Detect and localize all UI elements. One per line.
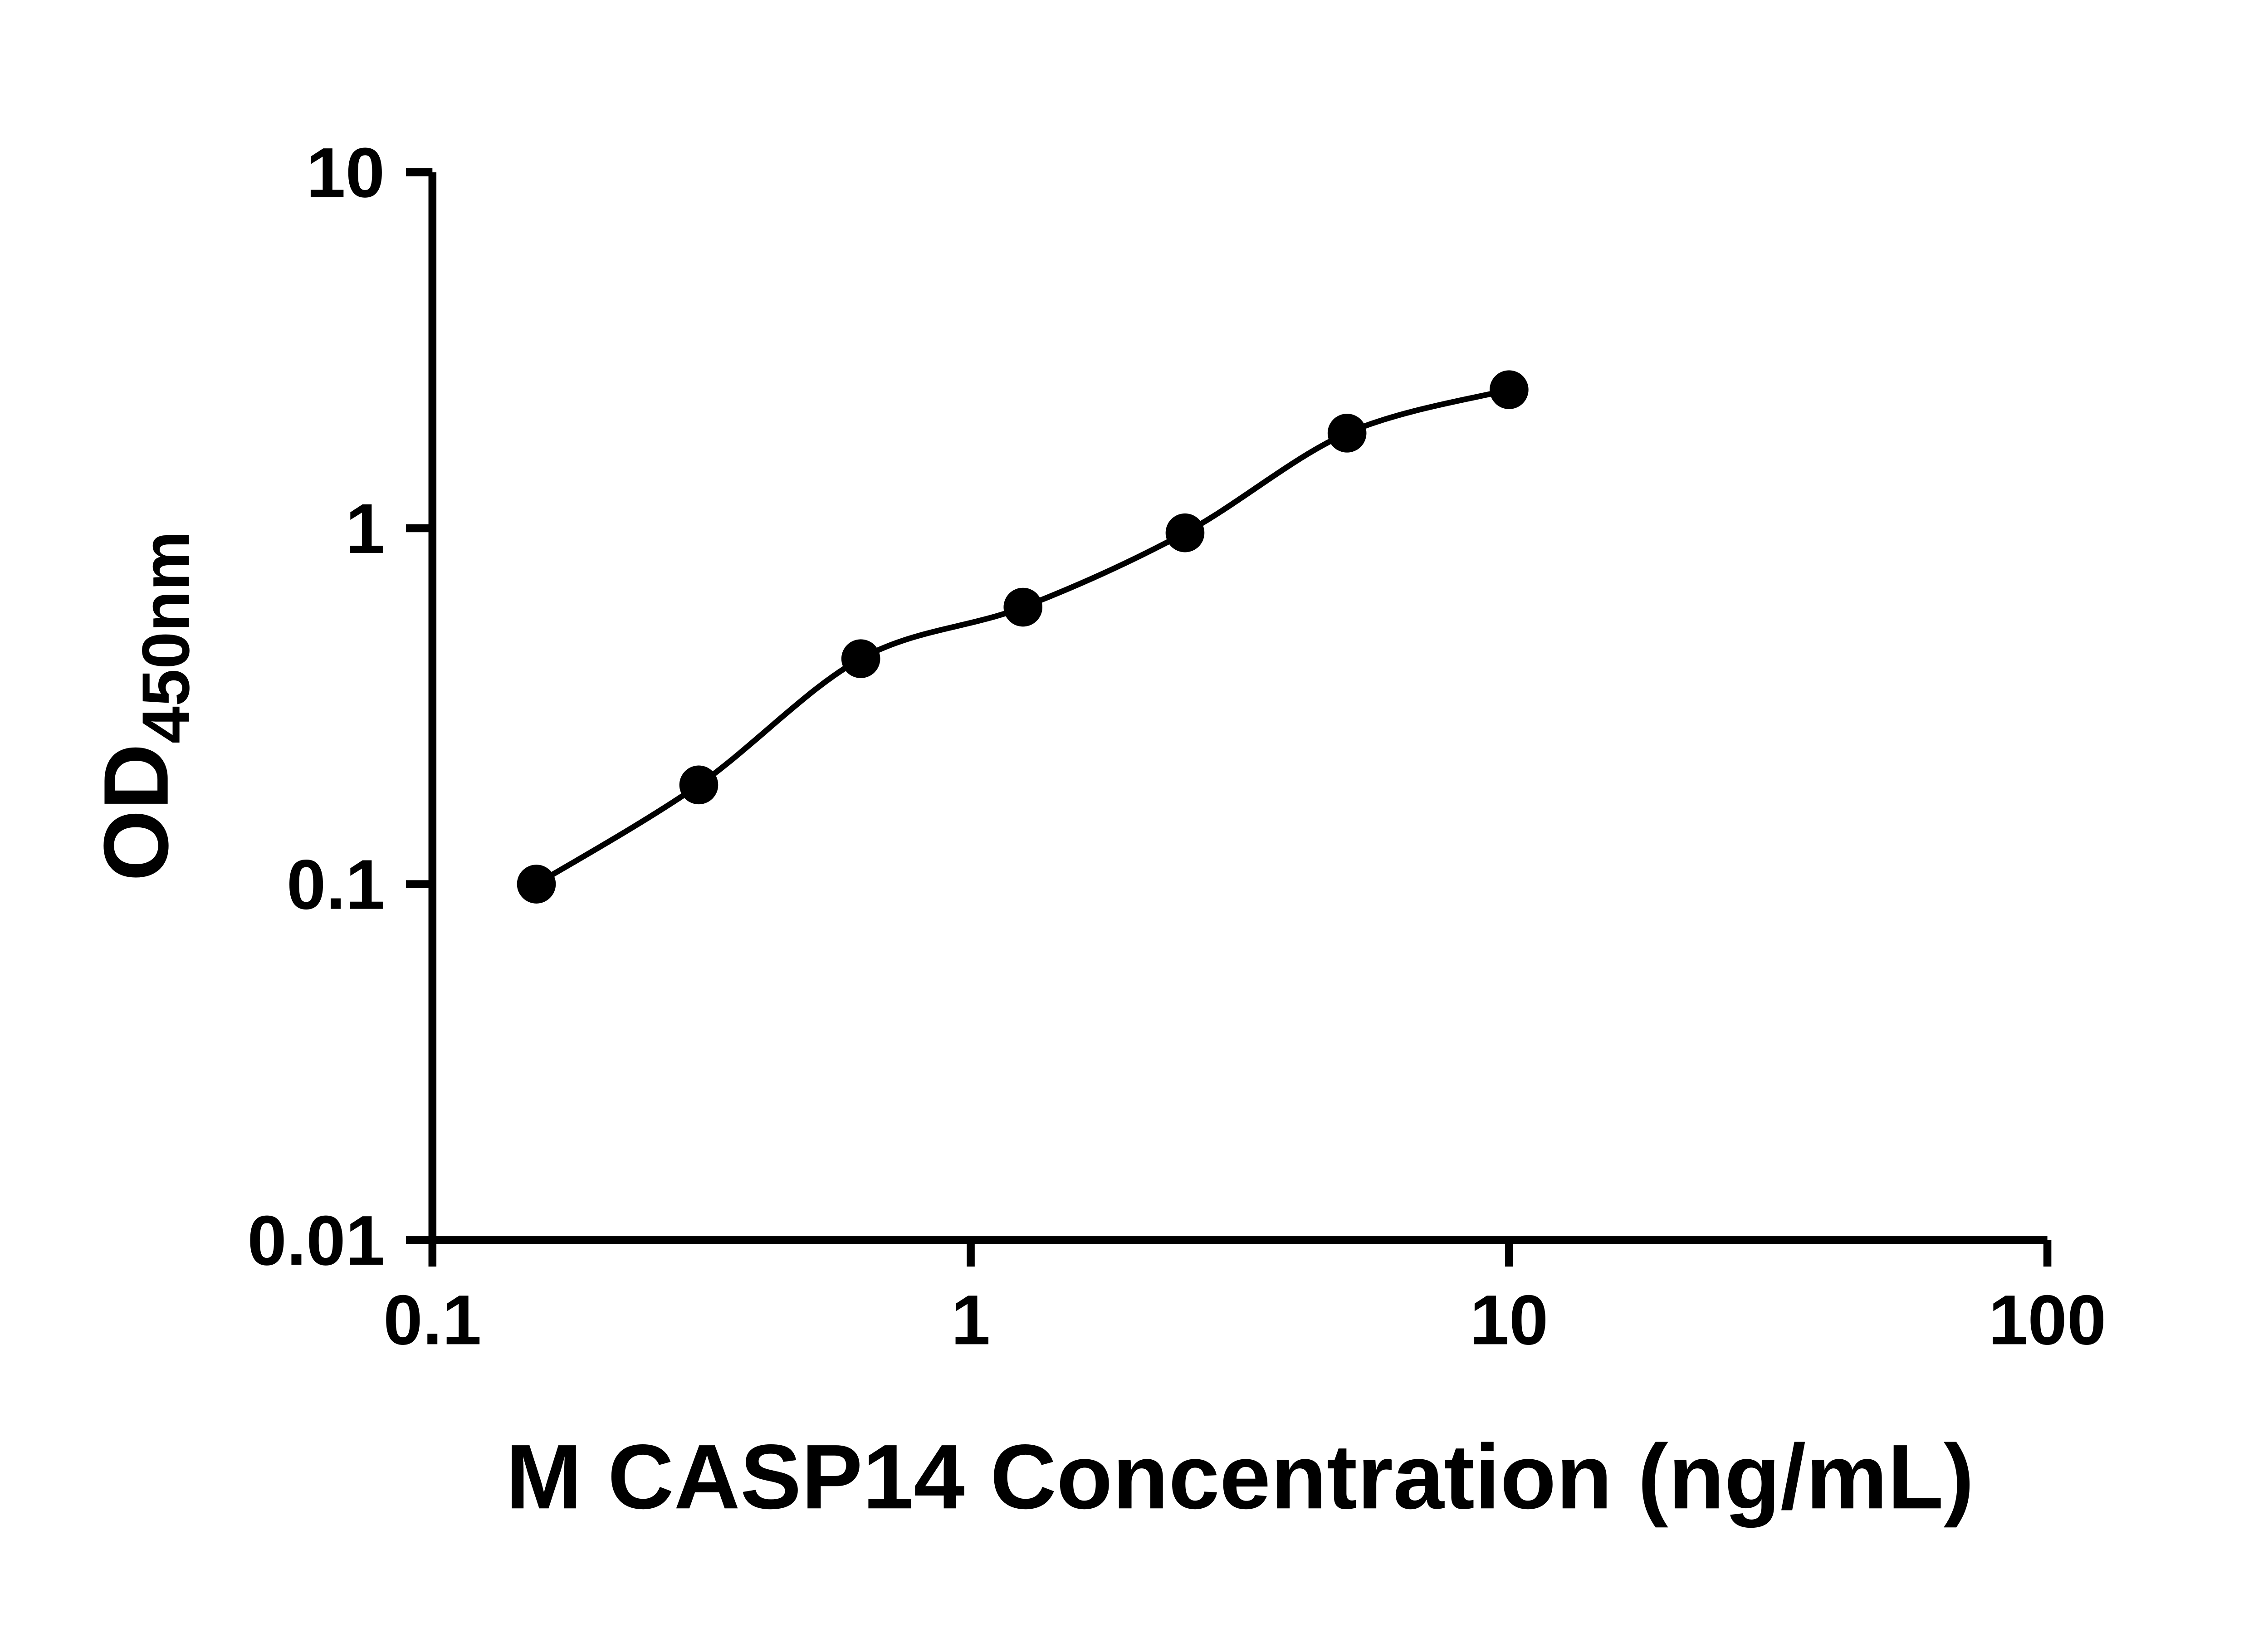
data-point bbox=[1490, 370, 1529, 409]
axis-frame bbox=[428, 172, 2048, 1244]
fit-curve bbox=[535, 387, 1510, 887]
data-point bbox=[1165, 513, 1205, 552]
y-axis-title: OD450nm bbox=[85, 531, 204, 881]
data-point bbox=[1003, 587, 1043, 627]
y-tick-label: 10 bbox=[306, 133, 385, 212]
x-tick-label: 100 bbox=[1989, 1280, 2107, 1359]
x-axis-title: M CASP14 Concentration (ng/mL) bbox=[506, 1425, 1974, 1528]
x-tick-label: 10 bbox=[1470, 1280, 1548, 1359]
y-axis-title-base: OD bbox=[85, 743, 187, 881]
data-point bbox=[841, 639, 880, 678]
y-tick-label: 0.1 bbox=[287, 845, 385, 924]
axes-layer bbox=[428, 172, 2048, 1244]
y-axis-title-subscript: 450nm bbox=[128, 531, 203, 743]
x-tick-label: 1 bbox=[951, 1280, 991, 1359]
y-tick-label: 0.01 bbox=[247, 1201, 385, 1280]
data-point bbox=[679, 765, 719, 805]
x-tick-label: 0.1 bbox=[383, 1280, 481, 1359]
data-point bbox=[1327, 414, 1367, 453]
series-layer bbox=[517, 370, 1529, 904]
data-point bbox=[517, 865, 556, 904]
y-tick-label: 1 bbox=[346, 489, 385, 568]
